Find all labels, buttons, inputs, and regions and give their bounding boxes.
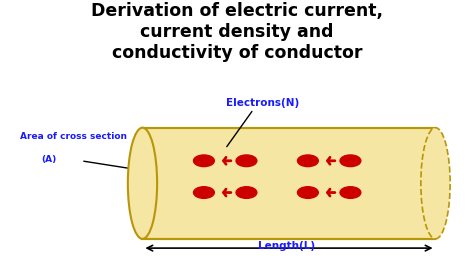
Circle shape [236,155,257,167]
Circle shape [193,187,214,198]
Circle shape [236,187,257,198]
Circle shape [340,187,361,198]
Polygon shape [143,128,436,239]
Ellipse shape [128,128,157,239]
Circle shape [298,155,318,167]
Text: Electrons(N): Electrons(N) [227,98,300,108]
Text: Length(L): Length(L) [258,241,315,251]
Text: (A): (A) [41,156,56,164]
Circle shape [298,187,318,198]
Text: Area of cross section: Area of cross section [19,132,127,141]
Circle shape [193,155,214,167]
Circle shape [340,155,361,167]
Ellipse shape [421,128,450,239]
Text: Derivation of electric current,
current density and
conductivity of conductor: Derivation of electric current, current … [91,2,383,62]
